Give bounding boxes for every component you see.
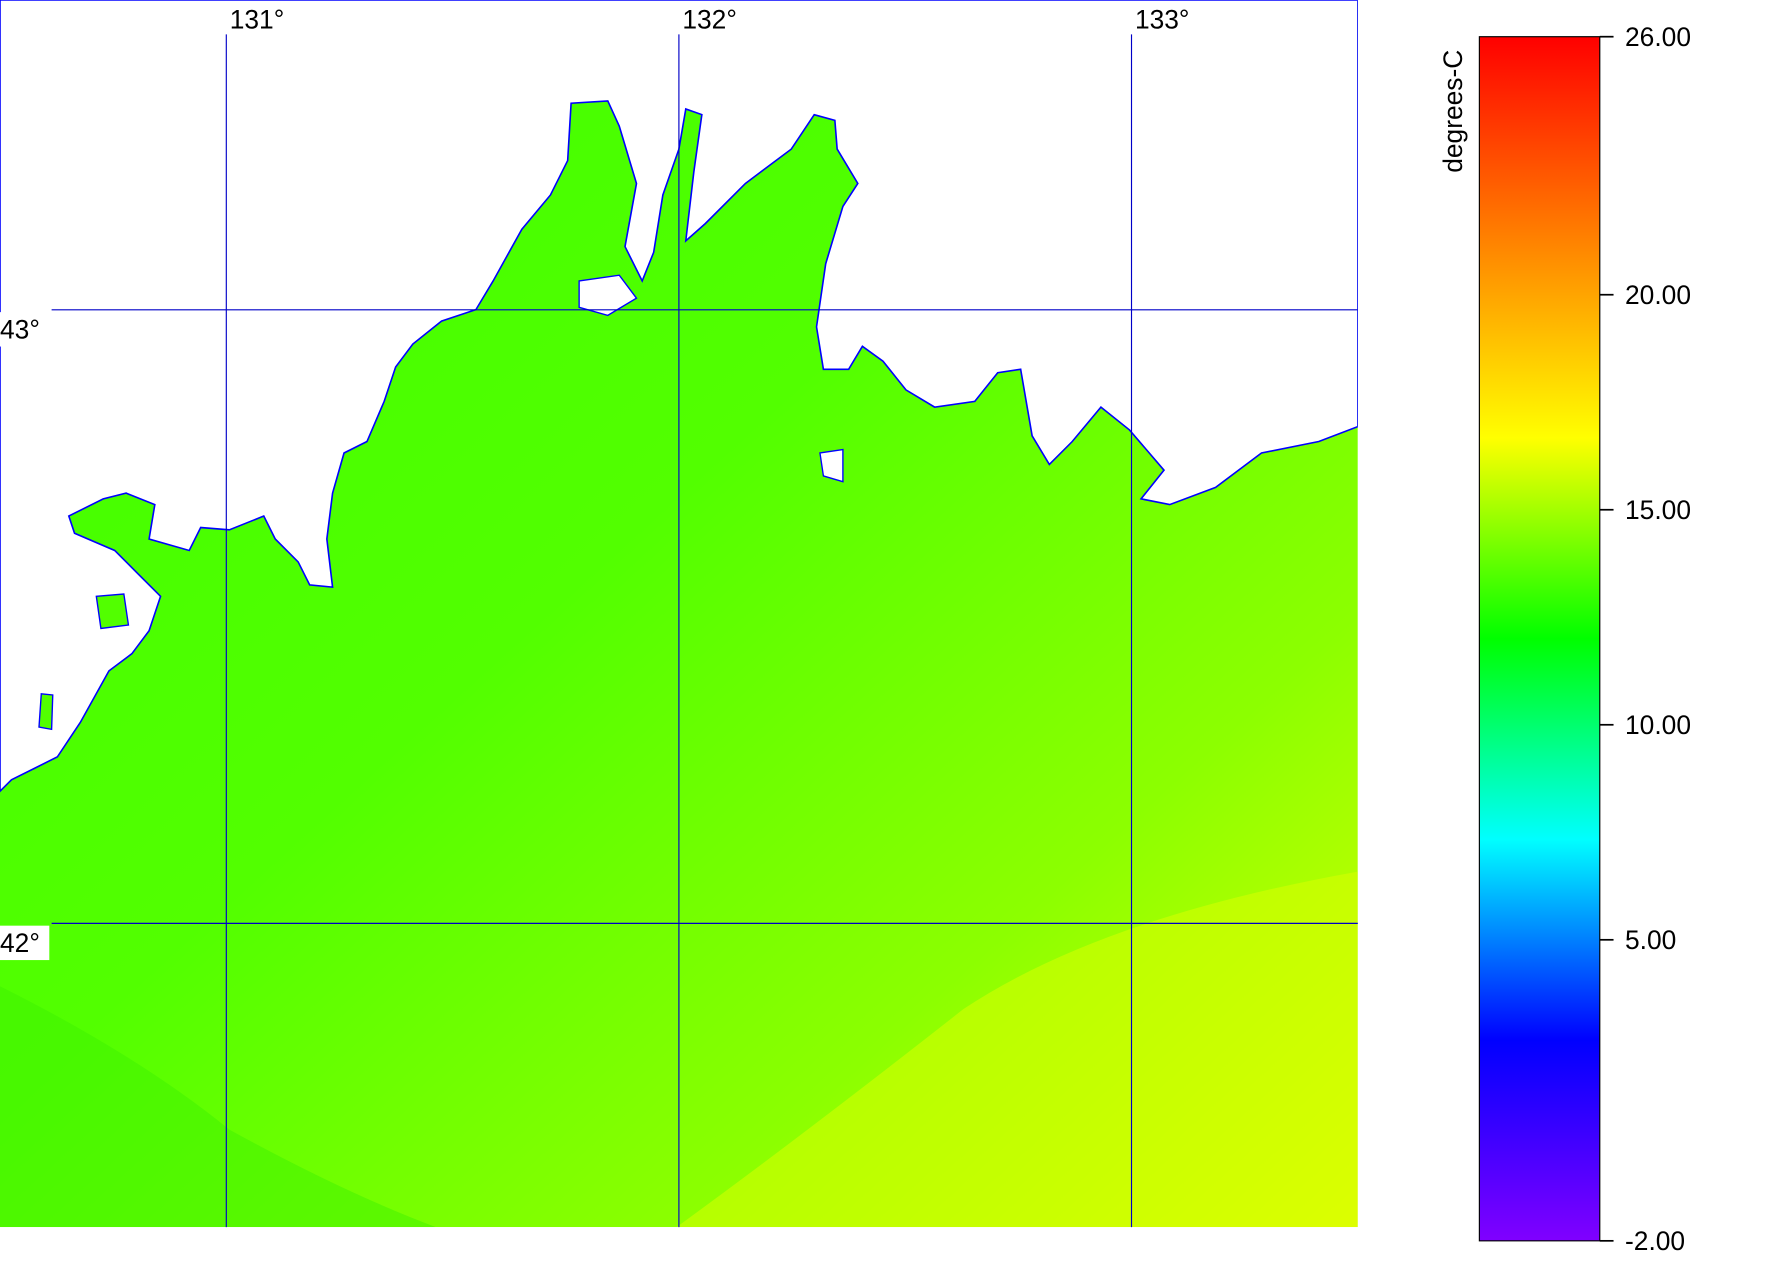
colorbar-tick-label: 20.00 [1625,280,1691,310]
longitude-label: 132° [682,5,737,35]
longitude-label: 131° [230,5,285,35]
latitude-label-bg [0,925,50,961]
graticule: 131° 132° 133° 43° 42° [0,5,1358,1228]
land [0,0,1358,793]
island [95,593,130,630]
warm-band [676,871,1358,1228]
island [578,274,638,317]
colorbar-fill [1478,36,1601,1242]
colorbar-tick-label: 5.00 [1625,925,1676,955]
colorbar-tick-label: 15.00 [1625,495,1691,525]
colorbar-title: degrees-C [1438,50,1468,173]
colorbar-tick-label: 10.00 [1625,710,1691,740]
latitude-label: 42° [0,928,40,958]
colorbar-tick-label: 26.00 [1625,22,1691,52]
cool-band [0,986,436,1228]
latitude-label: 43° [0,315,40,345]
latitude-label-bg [0,312,50,347]
colorbar: 26.00 20.00 15.00 10.00 5.00 -2.00 degrees-C [1438,22,1691,1256]
colorbar-tick-label: -2.00 [1625,1226,1685,1256]
longitude-label: 133° [1135,5,1190,35]
island [819,448,844,483]
figure-group: 131° 132° 133° 43° 42° 26.00 20.00 15.00 10.00 5… [0,0,1691,1256]
island [38,693,54,731]
